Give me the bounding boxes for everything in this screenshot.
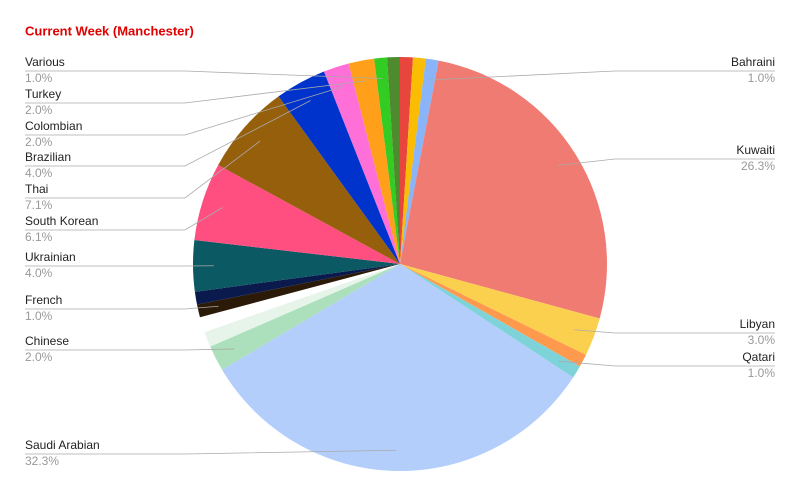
leader-line <box>25 449 396 455</box>
legend-label: Libyan <box>740 317 775 331</box>
leader-line <box>25 80 366 104</box>
leader-line <box>558 360 775 367</box>
pie-slice <box>374 57 400 265</box>
pie-slice <box>400 264 600 355</box>
data-label: 1.0% <box>748 71 776 85</box>
pie-slice <box>222 264 574 472</box>
pie-slice <box>400 264 580 378</box>
legend-label: Ukrainian <box>25 250 76 264</box>
pie-slice <box>278 71 400 265</box>
legend-label: Kuwaiti <box>736 143 775 157</box>
data-label: 6.1% <box>25 230 53 244</box>
pie-slice <box>323 63 400 265</box>
legend-label: Brazilian <box>25 150 71 164</box>
legend-label: French <box>25 293 62 307</box>
data-label: 1.0% <box>25 71 53 85</box>
pie-slice <box>193 240 400 292</box>
pie-slice <box>218 96 400 265</box>
data-label: 2.0% <box>25 135 53 149</box>
legend-label: Turkey <box>25 87 61 101</box>
leader-line <box>25 140 261 199</box>
pie-slice <box>210 264 400 370</box>
leader-line <box>25 86 343 136</box>
legend-label: Chinese <box>25 334 69 348</box>
pie-slice <box>400 57 426 265</box>
data-label: 1.0% <box>748 366 776 380</box>
leader-line <box>25 348 235 351</box>
data-label: 2.0% <box>25 350 53 364</box>
pie-slice <box>400 57 413 264</box>
pie-slice <box>194 165 400 264</box>
legend-label: Thai <box>25 182 48 196</box>
leader-line <box>429 70 775 81</box>
data-label: 7.1% <box>25 198 53 212</box>
leader-line <box>25 100 311 167</box>
pie-slice <box>387 57 400 264</box>
leader-line <box>25 70 383 79</box>
legend-label: Bahraini <box>731 55 775 69</box>
data-label: 4.0% <box>25 266 53 280</box>
pie-slice <box>204 264 400 347</box>
legend-label: Various <box>25 55 65 69</box>
data-label: 26.3% <box>741 159 775 173</box>
data-label: 1.0% <box>25 309 53 323</box>
pie-slice <box>199 264 400 333</box>
pie-slice <box>194 264 400 305</box>
data-label: 32.3% <box>25 454 59 468</box>
pie-slice <box>348 58 400 264</box>
data-label: 3.0% <box>748 333 776 347</box>
legend-label: Saudi Arabian <box>25 438 100 452</box>
legend-label: South Korean <box>25 214 98 228</box>
leader-line <box>25 305 219 310</box>
pie-slice <box>400 60 607 319</box>
legend-label: Colombian <box>25 119 82 133</box>
leader-line <box>557 158 775 166</box>
data-label: 2.0% <box>25 103 53 117</box>
legend-label: Qatari <box>742 350 775 364</box>
pie-slice <box>197 264 400 318</box>
data-label: 4.0% <box>25 166 53 180</box>
leader-line <box>25 207 223 231</box>
pie-slice <box>400 264 586 367</box>
chart-title: Current Week (Manchester) <box>25 23 194 38</box>
pie-slice <box>400 58 439 264</box>
leader-line <box>574 329 775 334</box>
